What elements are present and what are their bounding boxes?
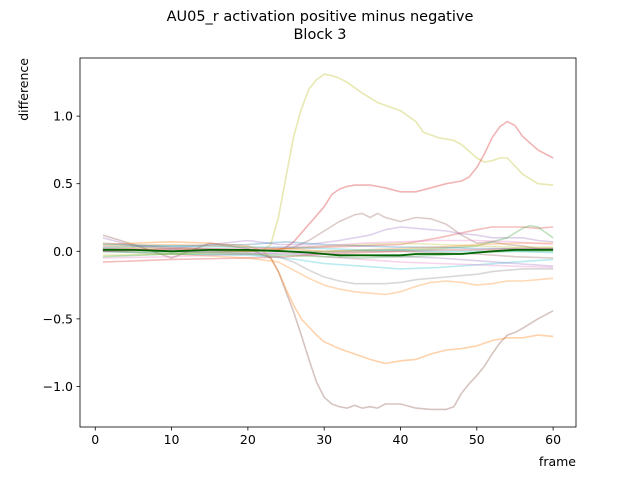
x-axis-label: frame <box>539 454 576 469</box>
series-line-12 <box>102 251 554 269</box>
chart-subtitle: Block 3 <box>293 27 346 43</box>
x-tick-label: 20 <box>240 432 256 447</box>
chart-title: AU05_r activation positive minus negativ… <box>167 9 474 25</box>
series-line-2 <box>102 120 554 253</box>
x-tick-label: 60 <box>545 432 561 447</box>
series-line-3 <box>102 234 554 411</box>
x-tick-label: 30 <box>316 432 332 447</box>
series-line-16 <box>102 247 554 263</box>
y-axis-label: difference <box>16 58 31 121</box>
x-tick-label: 0 <box>91 432 99 447</box>
x-tick-label: 40 <box>393 432 409 447</box>
series-line-13 <box>102 241 554 250</box>
x-tick-label: 50 <box>469 432 485 447</box>
series-line-1 <box>102 73 554 253</box>
series-line-5 <box>102 212 554 253</box>
y-tick-label: 0.5 <box>53 176 73 191</box>
y-tick-label: −0.5 <box>43 311 73 326</box>
x-tick-label: 10 <box>164 432 180 447</box>
series-line-7 <box>102 247 554 285</box>
y-tick-label: 1.0 <box>53 109 73 124</box>
plot-lines <box>102 73 554 411</box>
series-line-9 <box>102 226 554 250</box>
series-line-6 <box>102 250 554 296</box>
series-line-10 <box>102 224 554 254</box>
series-line-22 <box>102 249 554 257</box>
axes: 0 10 20 30 40 50 60 −1.0 −0.5 0.0 0.5 1.0 <box>43 57 577 447</box>
series-line-11 <box>102 250 554 270</box>
series-line-14 <box>102 242 554 257</box>
y-tick-label: 0.0 <box>53 244 73 259</box>
plot-frame <box>79 57 577 428</box>
series-line-15 <box>102 242 554 253</box>
y-tick-label: −1.0 <box>43 379 73 394</box>
